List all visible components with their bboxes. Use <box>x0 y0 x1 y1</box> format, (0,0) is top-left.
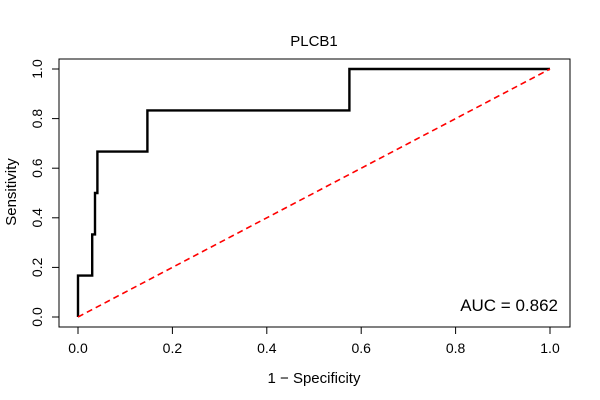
y-axis-title: Sensitivity <box>3 158 20 226</box>
y-tick-label: 0.2 <box>29 257 45 277</box>
y-axis: 0.0 0.2 0.4 0.6 0.8 1.0 <box>29 59 60 327</box>
x-tick-label: 0.2 <box>163 340 183 356</box>
y-tick-label: 0.6 <box>29 158 45 178</box>
roc-curve-line <box>76 67 550 317</box>
y-tick-label: 0.0 <box>29 307 45 327</box>
y-tick-label: 0.4 <box>29 208 45 228</box>
x-axis: 0.0 0.2 0.4 0.6 0.8 1.0 <box>68 326 560 356</box>
x-tick-label: 0.0 <box>68 340 88 356</box>
x-tick-label: 0.6 <box>351 340 371 356</box>
x-tick-label: 1.0 <box>540 340 560 356</box>
auc-annotation: AUC = 0.862 <box>460 296 558 315</box>
plot-area <box>58 58 571 328</box>
y-tick-label: 1.0 <box>29 59 45 79</box>
chart-title: PLCB1 <box>290 33 338 50</box>
x-tick-label: 0.8 <box>446 340 466 356</box>
x-tick-label: 0.4 <box>257 340 277 356</box>
reference-diagonal-line <box>77 68 551 318</box>
x-axis-title: 1 − Specificity <box>268 370 361 387</box>
y-tick-label: 0.8 <box>29 109 45 129</box>
